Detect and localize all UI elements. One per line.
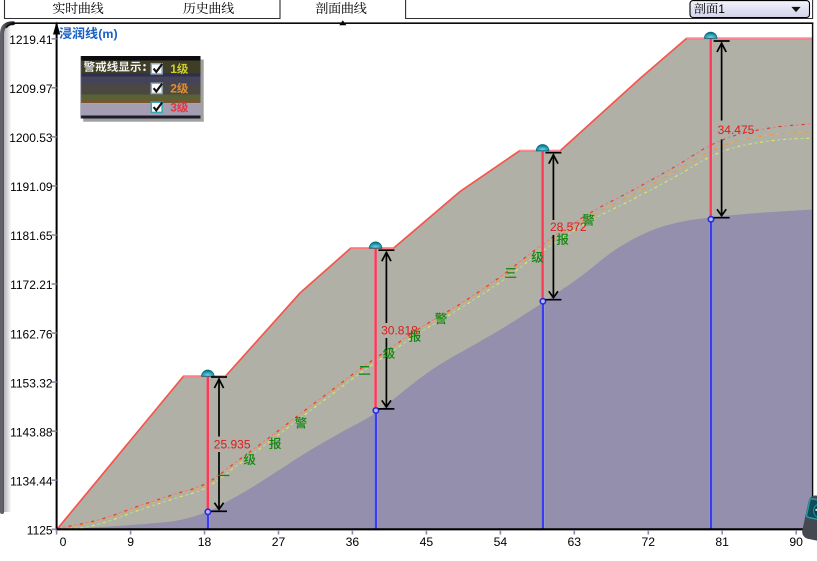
svg-text:1162.76: 1162.76 xyxy=(10,327,53,341)
svg-text:1153.32: 1153.32 xyxy=(10,376,53,390)
svg-text:36: 36 xyxy=(346,535,360,549)
svg-text:45: 45 xyxy=(420,535,434,549)
svg-text:81: 81 xyxy=(715,535,729,549)
svg-text:2: 2 xyxy=(170,81,177,95)
svg-text:(m): (m) xyxy=(98,27,117,41)
svg-text:25.935: 25.935 xyxy=(214,437,251,451)
svg-text:18: 18 xyxy=(198,535,212,549)
svg-text:27: 27 xyxy=(272,535,286,549)
svg-text:9: 9 xyxy=(127,535,134,549)
svg-text:34.475: 34.475 xyxy=(718,123,755,137)
svg-text:1172.21: 1172.21 xyxy=(10,278,53,292)
svg-text:0: 0 xyxy=(60,535,67,549)
svg-text:30.818: 30.818 xyxy=(381,324,418,338)
svg-text:54: 54 xyxy=(494,535,508,549)
svg-text:1134.44: 1134.44 xyxy=(10,474,53,488)
svg-text:1125: 1125 xyxy=(27,524,53,538)
svg-text:90: 90 xyxy=(789,535,803,549)
svg-text:1219.41: 1219.41 xyxy=(9,33,53,47)
svg-text:1: 1 xyxy=(718,2,725,16)
svg-text:1200.53: 1200.53 xyxy=(9,131,53,145)
svg-text:1209.97: 1209.97 xyxy=(9,82,53,96)
svg-text:1: 1 xyxy=(170,62,177,76)
svg-text:1143.88: 1143.88 xyxy=(10,425,53,439)
svg-text:1181.65: 1181.65 xyxy=(10,229,53,243)
svg-text:1191.09: 1191.09 xyxy=(10,180,53,194)
svg-text:3: 3 xyxy=(170,100,177,114)
svg-text:28.572: 28.572 xyxy=(550,220,587,234)
svg-text:63: 63 xyxy=(568,535,582,549)
svg-text:72: 72 xyxy=(642,535,656,549)
